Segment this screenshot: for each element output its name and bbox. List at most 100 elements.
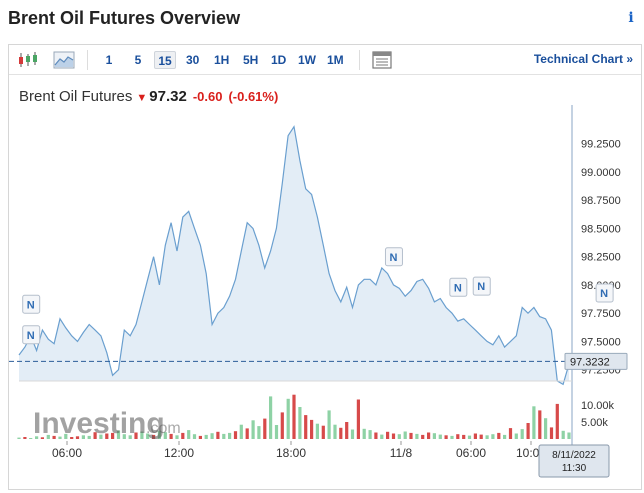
volume-bar	[362, 428, 366, 439]
volume-bar	[567, 432, 571, 439]
volume-bar	[286, 398, 290, 439]
volume-bar	[228, 432, 232, 439]
area-chart-icon[interactable]	[53, 51, 75, 69]
volume-bar	[269, 396, 273, 439]
volume-bar	[339, 427, 343, 439]
timeframe-button-1h[interactable]: 1H	[214, 53, 230, 67]
price-area	[19, 126, 569, 385]
volume-bar	[105, 433, 109, 439]
volume-bar	[40, 437, 44, 439]
volume-bar	[386, 431, 390, 439]
volume-bar	[555, 403, 559, 439]
news-marker-label: N	[27, 330, 35, 342]
volume-bar	[169, 433, 173, 439]
volume-bar	[64, 433, 68, 439]
volume-bar	[427, 432, 431, 439]
volume-bar	[538, 410, 542, 439]
news-marker[interactable]	[22, 294, 41, 314]
volume-bar	[181, 432, 185, 439]
volume-bar	[409, 432, 413, 439]
price-change-percent: (-0.61%)	[228, 89, 279, 104]
volume-bar	[116, 430, 121, 439]
volume-bar	[52, 435, 56, 439]
news-marker-label: N	[389, 252, 397, 264]
news-marker[interactable]	[472, 276, 491, 296]
news-marker[interactable]	[449, 277, 468, 297]
volume-bar	[450, 435, 454, 439]
price-tick-label: 99.0000	[581, 167, 621, 179]
volume-bar	[233, 431, 238, 439]
price-line	[18, 125, 570, 386]
timeframe-button-30[interactable]: 30	[186, 53, 200, 67]
news-marker[interactable]	[595, 283, 614, 303]
volume-bar	[292, 394, 296, 439]
crosshair-time-tag	[538, 444, 610, 478]
news-marker-label: N	[477, 281, 485, 293]
technical-chart-link[interactable]: Technical Chart »	[533, 52, 633, 66]
volume-bar	[46, 434, 50, 439]
volume-bar	[473, 433, 477, 439]
volume-bar	[333, 424, 337, 439]
volume-bar	[134, 432, 138, 439]
volume-bar	[491, 434, 495, 439]
price-change: -0.60	[192, 89, 223, 104]
volume-bar	[204, 434, 208, 439]
volume-bar	[438, 434, 442, 439]
volume-bar	[415, 433, 419, 439]
current-price-label: 97.3232	[570, 356, 610, 368]
timeframe-button-1w[interactable]: 1W	[298, 53, 316, 67]
timeframe-button-1m[interactable]: 1M	[327, 53, 344, 67]
volume-bar	[251, 420, 255, 439]
volume-bar	[508, 428, 513, 439]
timeframe-button-1d[interactable]: 1D	[271, 53, 287, 67]
volume-bar	[23, 437, 27, 439]
chart-panel: 1 5 15 30 1H 5H 1D 1W 1M Technical Chart » Brent…	[8, 44, 642, 490]
toolbar-divider	[359, 50, 360, 70]
x-tick-label: 12:00	[164, 446, 194, 460]
volume-bar	[526, 423, 530, 439]
timeframe-button-15[interactable]: 15	[154, 51, 176, 69]
volume-bar	[479, 434, 483, 439]
volume-bar	[368, 430, 372, 439]
price-chart[interactable]: 99.250099.000098.750098.500098.250098.00…	[9, 105, 641, 489]
current-price-tag	[564, 352, 628, 370]
volume-bar	[35, 436, 39, 439]
volume-bar	[187, 430, 191, 439]
volume-bar	[397, 434, 401, 439]
price-tick-label: 99.2500	[581, 139, 621, 151]
down-arrow-icon: ▼	[136, 92, 148, 104]
volume-bar	[456, 434, 460, 439]
x-tick-label: 06:00	[456, 446, 486, 460]
watermark-domain: .com	[146, 420, 181, 437]
volume-bar	[356, 399, 360, 439]
price-tick-label: 98.7500	[581, 195, 621, 207]
info-icon[interactable]: i	[628, 10, 634, 26]
volume-bar	[444, 435, 448, 439]
candlestick-icon[interactable]	[17, 51, 39, 69]
volume-bar	[514, 433, 518, 439]
news-marker[interactable]	[22, 325, 41, 345]
price-tick-label: 98.5000	[581, 223, 621, 235]
volume-bar	[198, 435, 202, 439]
volume-bar	[157, 430, 161, 439]
volume-bar	[549, 427, 554, 439]
volume-bar	[462, 434, 466, 439]
news-marker[interactable]	[384, 247, 403, 267]
volume-bar	[111, 432, 115, 439]
volume-bar	[274, 425, 279, 439]
table-view-icon[interactable]	[371, 50, 393, 70]
volume-bar	[210, 433, 214, 439]
volume-bar	[380, 434, 384, 439]
volume-bar	[321, 425, 325, 439]
last-price: 97.32	[149, 88, 187, 105]
price-tick-label: 97.5000	[581, 336, 621, 348]
volume-bar	[146, 433, 150, 439]
timeframe-button-5h[interactable]: 5H	[243, 53, 259, 67]
volume-bar	[467, 435, 472, 439]
volume-bar	[298, 407, 302, 439]
volume-bar	[192, 434, 197, 439]
volume-bar	[17, 437, 21, 439]
timeframe-button-5[interactable]: 5	[134, 53, 142, 67]
volume-bar	[374, 432, 378, 439]
timeframe-button-1[interactable]: 1	[105, 53, 113, 67]
